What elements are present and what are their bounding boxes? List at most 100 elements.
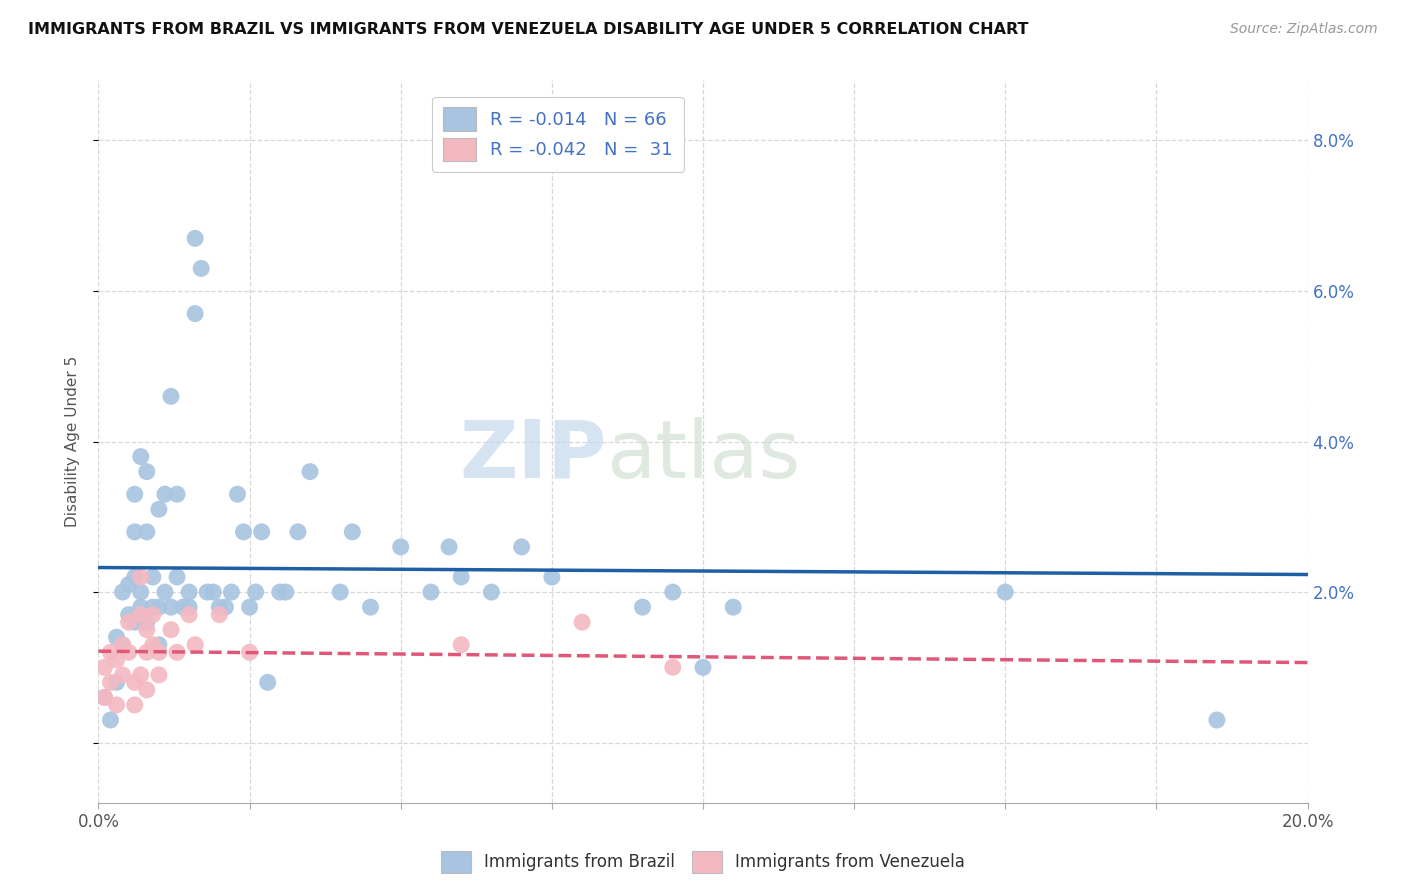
Point xyxy=(105,653,128,667)
Point xyxy=(184,231,207,245)
Point xyxy=(93,660,115,674)
Point xyxy=(250,524,273,539)
Point xyxy=(239,600,262,615)
Point xyxy=(124,487,146,501)
Point xyxy=(148,668,170,682)
Point xyxy=(571,615,593,630)
Point xyxy=(135,682,157,697)
Point xyxy=(166,570,188,584)
Legend: Immigrants from Brazil, Immigrants from Venezuela: Immigrants from Brazil, Immigrants from … xyxy=(434,845,972,880)
Point xyxy=(166,645,188,659)
Point xyxy=(437,540,460,554)
Point xyxy=(142,570,165,584)
Point xyxy=(179,607,201,622)
Point xyxy=(221,585,243,599)
Point xyxy=(208,600,231,615)
Point xyxy=(124,524,146,539)
Point xyxy=(631,600,654,615)
Point xyxy=(111,585,134,599)
Point xyxy=(510,540,533,554)
Point xyxy=(148,645,170,659)
Point xyxy=(256,675,278,690)
Point xyxy=(232,524,254,539)
Point xyxy=(135,645,157,659)
Point xyxy=(360,600,382,615)
Point xyxy=(124,570,146,584)
Legend: R = -0.014   N = 66, R = -0.042   N =  31: R = -0.014 N = 66, R = -0.042 N = 31 xyxy=(432,96,683,172)
Point xyxy=(274,585,297,599)
Point xyxy=(153,585,176,599)
Point xyxy=(129,450,152,464)
Point xyxy=(105,698,128,712)
Point xyxy=(148,600,170,615)
Point xyxy=(124,698,146,712)
Point xyxy=(93,690,115,705)
Point xyxy=(184,638,207,652)
Point xyxy=(450,638,472,652)
Point xyxy=(166,487,188,501)
Point xyxy=(124,615,146,630)
Point xyxy=(135,465,157,479)
Point xyxy=(118,645,141,659)
Point xyxy=(153,487,176,501)
Point xyxy=(160,389,183,403)
Y-axis label: Disability Age Under 5: Disability Age Under 5 xyxy=(65,356,80,527)
Point xyxy=(111,638,134,652)
Point xyxy=(93,690,115,705)
Point xyxy=(994,585,1017,599)
Point xyxy=(389,540,412,554)
Point xyxy=(329,585,352,599)
Point xyxy=(105,630,128,644)
Point xyxy=(190,261,212,276)
Point xyxy=(129,600,152,615)
Point xyxy=(105,675,128,690)
Point xyxy=(269,585,291,599)
Point xyxy=(118,607,141,622)
Point xyxy=(202,585,225,599)
Point xyxy=(661,585,683,599)
Point xyxy=(142,600,165,615)
Point xyxy=(172,600,194,615)
Point xyxy=(111,668,134,682)
Point xyxy=(100,675,122,690)
Point xyxy=(129,570,152,584)
Point xyxy=(100,713,122,727)
Point xyxy=(129,607,152,622)
Point xyxy=(540,570,562,584)
Point xyxy=(692,660,714,674)
Point xyxy=(661,660,683,674)
Point xyxy=(214,600,236,615)
Text: IMMIGRANTS FROM BRAZIL VS IMMIGRANTS FROM VENEZUELA DISABILITY AGE UNDER 5 CORRE: IMMIGRANTS FROM BRAZIL VS IMMIGRANTS FRO… xyxy=(28,22,1029,37)
Point xyxy=(450,570,472,584)
Point xyxy=(135,615,157,630)
Point xyxy=(160,600,183,615)
Point xyxy=(148,638,170,652)
Point xyxy=(142,638,165,652)
Point xyxy=(208,607,231,622)
Point xyxy=(118,615,141,630)
Point xyxy=(226,487,249,501)
Point xyxy=(299,465,322,479)
Text: ZIP: ZIP xyxy=(458,417,606,495)
Point xyxy=(1206,713,1229,727)
Point xyxy=(287,524,309,539)
Point xyxy=(135,623,157,637)
Point xyxy=(129,585,152,599)
Point xyxy=(129,668,152,682)
Point xyxy=(135,524,157,539)
Point xyxy=(195,585,218,599)
Point xyxy=(142,607,165,622)
Text: Source: ZipAtlas.com: Source: ZipAtlas.com xyxy=(1230,22,1378,37)
Point xyxy=(723,600,745,615)
Point xyxy=(124,675,146,690)
Point xyxy=(420,585,443,599)
Point xyxy=(148,502,170,516)
Point xyxy=(179,600,201,615)
Point xyxy=(342,524,364,539)
Point xyxy=(100,645,122,659)
Point xyxy=(184,307,207,321)
Point xyxy=(118,577,141,591)
Text: atlas: atlas xyxy=(606,417,800,495)
Point xyxy=(111,638,134,652)
Point xyxy=(245,585,267,599)
